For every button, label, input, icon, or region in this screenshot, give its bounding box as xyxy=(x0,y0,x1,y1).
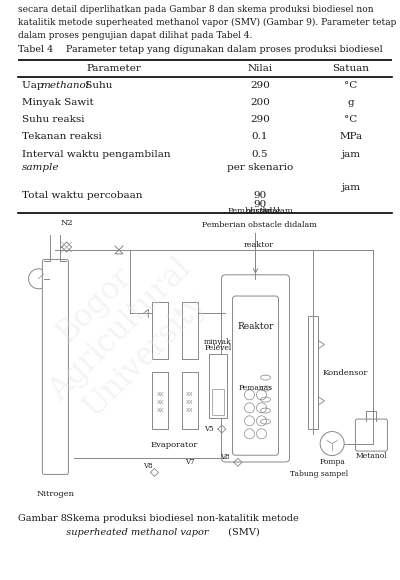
Text: °C: °C xyxy=(344,81,358,90)
Bar xyxy=(182,302,198,359)
Bar xyxy=(209,354,227,418)
Text: superheated methanol vapor: superheated methanol vapor xyxy=(60,528,208,537)
Text: 90: 90 xyxy=(253,200,267,209)
Text: Gambar 8: Gambar 8 xyxy=(18,514,67,523)
Text: katalitik metode superheated methanol vapor (SMV) (Gambar 9). Parameter tetap: katalitik metode superheated methanol va… xyxy=(18,18,396,27)
Text: V8: V8 xyxy=(143,462,152,470)
Text: 200: 200 xyxy=(250,98,270,107)
Text: 90: 90 xyxy=(253,191,267,201)
FancyBboxPatch shape xyxy=(222,275,290,462)
Text: Evaporator: Evaporator xyxy=(151,441,198,449)
Text: XX: XX xyxy=(156,392,164,397)
Circle shape xyxy=(256,429,266,439)
Text: V8: V8 xyxy=(220,454,230,461)
Text: Pemberian obstacle didalam: Pemberian obstacle didalam xyxy=(202,221,317,229)
FancyBboxPatch shape xyxy=(42,259,68,474)
Text: dalam proses pengujian dapat dilihat pada Tabel 4.: dalam proses pengujian dapat dilihat pad… xyxy=(18,31,252,40)
Text: 290: 290 xyxy=(250,81,270,90)
Text: methanol: methanol xyxy=(40,81,89,90)
Text: Reaktor: Reaktor xyxy=(237,322,274,331)
Text: Nilai: Nilai xyxy=(248,64,272,73)
Circle shape xyxy=(244,403,254,413)
Text: jam: jam xyxy=(342,183,360,192)
Text: 0.5: 0.5 xyxy=(252,150,268,159)
Bar xyxy=(152,372,168,429)
Text: obstacle: obstacle xyxy=(245,207,281,215)
Circle shape xyxy=(256,416,266,426)
Circle shape xyxy=(244,429,254,439)
Circle shape xyxy=(28,269,48,289)
Text: didalam: didalam xyxy=(259,207,293,215)
Circle shape xyxy=(256,390,266,400)
Text: Parameter: Parameter xyxy=(86,64,142,73)
Text: 0.1: 0.1 xyxy=(252,132,268,141)
Bar xyxy=(212,389,224,415)
Text: Nitrogen: Nitrogen xyxy=(36,490,74,498)
Text: Pemanas: Pemanas xyxy=(238,384,272,392)
Text: Uap: Uap xyxy=(22,81,47,90)
Bar xyxy=(152,302,168,359)
Text: Tekanan reaksi: Tekanan reaksi xyxy=(22,132,102,141)
Text: Tabel 4: Tabel 4 xyxy=(18,45,53,54)
Text: Pemberian: Pemberian xyxy=(227,207,272,215)
Text: Tabung sampel: Tabung sampel xyxy=(290,470,348,478)
Bar xyxy=(182,372,198,429)
Text: N2: N2 xyxy=(60,219,73,227)
Text: XX: XX xyxy=(186,408,194,412)
Text: XX: XX xyxy=(156,408,164,412)
Text: reaktor: reaktor xyxy=(244,241,274,249)
Text: Pompa: Pompa xyxy=(319,458,345,466)
Text: Suhu reaksi: Suhu reaksi xyxy=(22,115,84,124)
Text: g: g xyxy=(348,98,354,107)
Text: per skenario: per skenario xyxy=(227,162,293,172)
Text: Skema produksi biodiesel non-katalitik metode: Skema produksi biodiesel non-katalitik m… xyxy=(60,514,302,523)
Text: Satuan: Satuan xyxy=(332,64,370,73)
Text: Bogor
Agricultural
University: Bogor Agricultural University xyxy=(18,227,222,433)
Text: Suhu: Suhu xyxy=(82,81,112,90)
Text: V5: V5 xyxy=(204,425,214,433)
Text: sample: sample xyxy=(22,162,60,172)
Text: minyak: minyak xyxy=(204,338,232,346)
Circle shape xyxy=(244,416,254,426)
Circle shape xyxy=(256,403,266,413)
Text: XX: XX xyxy=(186,392,194,397)
FancyBboxPatch shape xyxy=(232,296,278,455)
FancyBboxPatch shape xyxy=(356,419,388,451)
Text: Kondensor: Kondensor xyxy=(322,369,368,377)
Text: °C: °C xyxy=(344,115,358,124)
Circle shape xyxy=(320,432,344,455)
Text: V7: V7 xyxy=(185,458,195,466)
Text: secara detail diperlihatkan pada Gambar 8 dan skema produksi biodiesel non: secara detail diperlihatkan pada Gambar … xyxy=(18,5,374,14)
Text: MPa: MPa xyxy=(340,132,362,141)
Text: Pelevel: Pelevel xyxy=(204,344,232,352)
Text: XX: XX xyxy=(186,400,194,404)
Text: Metanol: Metanol xyxy=(356,452,387,460)
Text: Minyak Sawit: Minyak Sawit xyxy=(22,98,94,107)
Bar xyxy=(308,316,318,429)
Text: 290: 290 xyxy=(250,115,270,124)
Text: Interval waktu pengambilan: Interval waktu pengambilan xyxy=(22,150,171,159)
Text: Parameter tetap yang digunakan dalam proses produksi biodiesel: Parameter tetap yang digunakan dalam pro… xyxy=(60,45,383,54)
Text: jam: jam xyxy=(342,150,360,159)
Text: XX: XX xyxy=(156,400,164,404)
Text: (SMV): (SMV) xyxy=(225,528,260,537)
Text: Total waktu percobaan: Total waktu percobaan xyxy=(22,191,142,201)
Circle shape xyxy=(244,390,254,400)
